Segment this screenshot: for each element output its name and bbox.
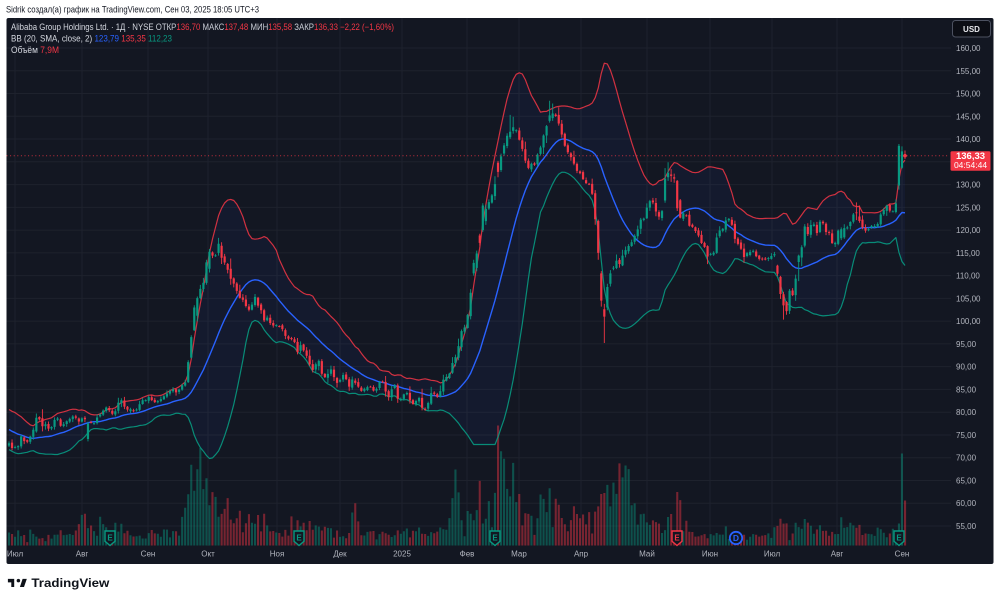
svg-text:100,00: 100,00	[956, 317, 981, 326]
svg-text:70,00: 70,00	[956, 454, 977, 463]
svg-text:E: E	[492, 534, 498, 543]
svg-text:Июл: Июл	[764, 550, 781, 559]
svg-text:2025: 2025	[393, 550, 411, 559]
svg-text:Авг: Авг	[831, 550, 844, 559]
svg-text:130,00: 130,00	[956, 181, 981, 190]
svg-text:120,00: 120,00	[956, 226, 981, 235]
svg-text:Ноя: Ноя	[270, 550, 285, 559]
svg-text:95,00: 95,00	[956, 340, 977, 349]
svg-text:Июн: Июн	[702, 550, 718, 559]
svg-text:80,00: 80,00	[956, 408, 977, 417]
svg-text:E: E	[107, 534, 113, 543]
svg-text:Окт: Окт	[201, 550, 215, 559]
svg-text:Фев: Фев	[460, 550, 475, 559]
svg-text:Дек: Дек	[333, 550, 347, 559]
svg-text:90,00: 90,00	[956, 363, 977, 372]
svg-text:150,00: 150,00	[956, 90, 981, 99]
svg-text:105,00: 105,00	[956, 294, 981, 303]
svg-text:115,00: 115,00	[956, 249, 980, 258]
svg-text:Объём 7,9М: Объём 7,9М	[11, 45, 59, 55]
svg-text:110,00: 110,00	[956, 272, 980, 281]
svg-text:D: D	[733, 533, 739, 543]
svg-text:160,00: 160,00	[956, 44, 981, 53]
svg-text:85,00: 85,00	[956, 385, 977, 394]
svg-text:BB (20, SMA, close, 2) 123,79: BB (20, SMA, close, 2) 123,79 135,35 112…	[11, 34, 172, 44]
svg-text:140,00: 140,00	[956, 135, 981, 144]
svg-text:TradingView: TradingView	[31, 576, 110, 590]
svg-text:Alibaba Group Holdings Ltd. ·: Alibaba Group Holdings Ltd. · 1Д · NYSE …	[11, 22, 394, 32]
svg-text:E: E	[674, 534, 680, 543]
svg-text:Сен: Сен	[141, 550, 156, 559]
svg-text:155,00: 155,00	[956, 67, 981, 76]
svg-text:136,33: 136,33	[956, 151, 985, 162]
svg-text:60,00: 60,00	[956, 499, 977, 508]
svg-text:Sidrik создал(а) график на Tra: Sidrik создал(а) график на TradingView.c…	[6, 5, 259, 15]
svg-text:Апр: Апр	[574, 550, 589, 559]
svg-text:55,00: 55,00	[956, 522, 977, 531]
svg-text:Сен: Сен	[895, 550, 910, 559]
svg-text:145,00: 145,00	[956, 112, 981, 121]
svg-text:125,00: 125,00	[956, 203, 981, 212]
svg-text:04:54:44: 04:54:44	[954, 160, 987, 170]
svg-text:E: E	[296, 534, 302, 543]
svg-text:E: E	[896, 534, 902, 543]
svg-text:USD: USD	[963, 25, 980, 34]
svg-text:75,00: 75,00	[956, 431, 977, 440]
svg-text:65,00: 65,00	[956, 477, 977, 486]
svg-text:Июл: Июл	[7, 550, 24, 559]
svg-text:Май: Май	[639, 550, 655, 559]
svg-text:Авг: Авг	[76, 550, 89, 559]
svg-text:Мар: Мар	[511, 550, 527, 559]
